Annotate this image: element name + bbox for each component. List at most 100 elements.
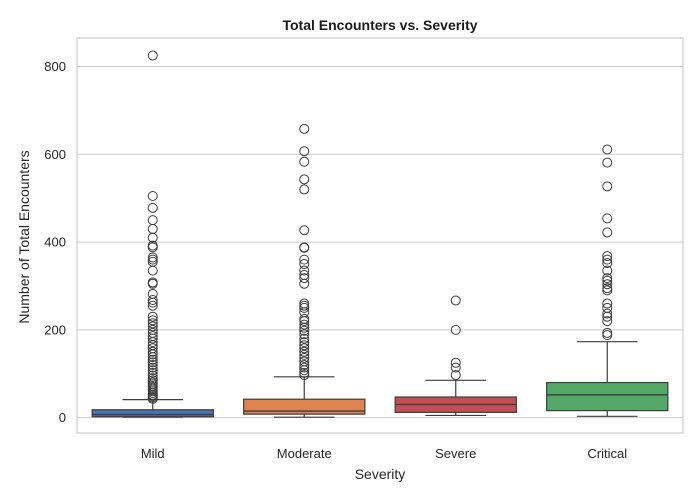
x-tick-label: Mild — [141, 446, 165, 461]
outlier-point — [602, 213, 613, 224]
y-tick-label: 0 — [59, 410, 66, 425]
outlier-point — [147, 318, 158, 329]
outlier-point — [147, 365, 158, 376]
outlier-point — [602, 258, 613, 269]
box-body — [91, 409, 214, 418]
outlier-point — [147, 352, 158, 363]
outlier-point — [147, 300, 158, 311]
outlier-point — [147, 373, 158, 384]
y-gridlines — [77, 66, 683, 419]
outlier-point — [299, 329, 310, 340]
outlier-point — [299, 319, 310, 330]
box-body — [243, 398, 366, 415]
outlier-point — [602, 275, 613, 286]
outlier-point — [147, 357, 158, 368]
outlier-point — [299, 370, 310, 381]
outlier-point — [299, 254, 310, 265]
outlier-point — [299, 300, 310, 311]
x-axis-title: Severity — [355, 466, 406, 482]
x-tick-label: Critical — [587, 446, 627, 461]
outlier-point — [602, 285, 613, 296]
outlier-point — [602, 298, 613, 309]
outlier-point — [147, 254, 158, 265]
outlier-point — [602, 279, 613, 290]
box-group — [546, 144, 669, 417]
outlier-point — [299, 352, 310, 363]
outlier-point — [147, 252, 158, 263]
outlier-point — [602, 254, 613, 265]
outlier-point — [299, 146, 310, 157]
outlier-point — [147, 202, 158, 213]
outlier-point — [602, 316, 613, 327]
outlier-point — [299, 333, 310, 344]
outlier-point — [299, 123, 310, 134]
y-axis-ticks: 0 200 400 600 800 — [44, 59, 66, 425]
outlier-point — [602, 283, 613, 294]
outlier-point — [299, 242, 310, 253]
outlier-point — [299, 343, 310, 354]
x-tick-label: Moderate — [277, 446, 332, 461]
outlier-point — [299, 365, 310, 376]
outlier-point — [602, 327, 613, 338]
outlier-point — [299, 340, 310, 351]
outlier-point — [147, 349, 158, 360]
outlier-point — [299, 184, 310, 195]
outlier-point — [147, 362, 158, 373]
box-body — [546, 381, 669, 412]
outlier-point — [147, 337, 158, 348]
outlier-point — [299, 367, 310, 378]
x-axis-ticks: Mild Moderate Severe Critical — [141, 446, 627, 461]
outlier-point — [602, 144, 613, 155]
outlier-point — [147, 242, 158, 253]
outlier-point — [602, 265, 613, 276]
outlier-point — [147, 278, 158, 289]
outlier-point — [147, 295, 158, 306]
plot-frame — [76, 37, 684, 434]
outlier-point — [147, 315, 158, 326]
outlier-point — [299, 349, 310, 360]
outlier-point — [602, 181, 613, 192]
outlier-point — [299, 325, 310, 336]
outlier-point — [450, 295, 461, 306]
outlier-point — [450, 362, 461, 373]
outlier-point — [299, 278, 310, 289]
y-axis-title: Number of Total Encounters — [16, 150, 32, 323]
outlier-point — [147, 367, 158, 378]
outlier-point — [299, 362, 310, 373]
box-group — [394, 295, 517, 417]
outlier-point — [147, 311, 158, 322]
y-tick-label: 600 — [44, 147, 66, 162]
box-series — [91, 50, 669, 418]
outlier-point — [602, 227, 613, 238]
outlier-point — [299, 337, 310, 348]
outlier-point — [450, 357, 461, 368]
y-tick-label: 800 — [44, 59, 66, 74]
outlier-point — [299, 359, 310, 370]
chart-title: Total Encounters vs. Severity — [282, 17, 477, 33]
outlier-point — [299, 322, 310, 333]
outlier-point — [602, 273, 613, 284]
outlier-point — [147, 191, 158, 201]
outlier-point — [299, 302, 310, 313]
outlier-point — [602, 308, 613, 319]
outlier-point — [450, 324, 461, 335]
outlier-point — [299, 265, 310, 276]
y-tick-label: 200 — [44, 322, 66, 337]
outlier-point — [299, 156, 310, 167]
outlier-point — [299, 225, 310, 236]
outlier-point — [147, 359, 158, 370]
outlier-point — [147, 393, 158, 404]
outlier-point — [299, 174, 310, 185]
outlier-point — [147, 333, 158, 344]
outlier-point — [147, 346, 158, 357]
outlier-point — [602, 311, 613, 322]
outlier-point — [299, 273, 310, 284]
outlier-point — [147, 50, 158, 61]
outlier-point — [147, 297, 158, 308]
outlier-point — [147, 321, 158, 332]
outlier-point — [299, 259, 310, 270]
outlier-point — [147, 265, 158, 276]
outlier-point — [147, 354, 158, 365]
